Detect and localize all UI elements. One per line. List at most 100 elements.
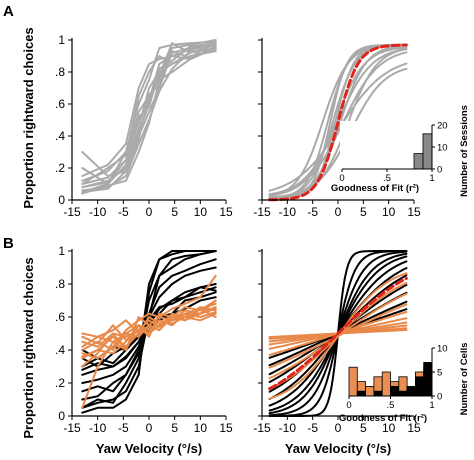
series-lines [268,250,408,417]
y-tick-label: 0 [58,193,65,207]
inset-bar-black [414,376,425,397]
x-tick-label: 0 [146,421,153,435]
inset-x-tick-label: .5 [383,173,391,184]
x-tick-label: -5 [118,421,129,435]
series-line-11 [81,40,217,193]
inset-bar-black [373,390,383,397]
inset-y-label-b: Number of Cells [459,343,470,416]
series-line-5 [268,51,408,196]
plot-a-left: -15 -10 -5 0 5 10 15 0 .2 .4 .6 .8 1 [55,33,233,219]
inset-y-tick-label: 10 [437,344,448,355]
series-line-9 [81,250,217,414]
y-tick-label: .6 [55,97,65,111]
mean-fit-line [268,276,408,391]
series-line-0 [81,47,217,185]
y-tick-label: .8 [55,277,65,291]
y-tick-label: 1 [58,33,65,47]
y-tick-label: .4 [55,129,65,143]
series-line-17 [81,307,217,368]
inset-y-tick-label: 5 [437,368,442,379]
x-tick-label: 15 [219,421,233,435]
inset-bar [422,133,433,170]
y-tick-label: .2 [55,376,65,390]
x-tick-label: 15 [219,205,233,219]
x-tick-label: 0 [146,205,153,219]
series-line-19 [81,299,217,358]
x-tick-label: 5 [360,421,367,435]
inset-bar-black [356,390,366,397]
inset-y-tick-label: 0 [437,392,442,403]
inset-bar-orange [348,366,358,397]
y-tick-label: .4 [55,343,65,357]
series-line-20 [81,306,217,345]
inset-y-label-a: Number of Sessions [459,105,470,197]
series-line-15 [81,274,217,360]
inset-x-tick-label: 1 [429,173,434,184]
x-tick-label: 0 [335,205,342,219]
x-tick-label: -10 [89,421,107,435]
series-lines [268,43,408,202]
inset-bar-black [390,385,400,397]
x-tick-label: -15 [253,205,271,219]
panel-label-b: B [3,235,14,252]
inset-x-tick-label: 1 [429,400,434,411]
plot-b-right: -15 -10 -5 0 5 10 15 [253,249,421,435]
x-tick-label: 10 [382,205,396,219]
x-axis-label-b-left: Yaw Velocity (°/s) [96,441,202,456]
plot-b-left: -15 -10 -5 0 5 10 15 0 .2 .4 .6 .8 1 [55,244,233,435]
series-line-9 [268,62,408,192]
x-tick-label: -5 [307,205,318,219]
inset-bar [413,153,424,170]
inset-y-tick-label: 0 [437,165,442,176]
y-tick-label: .2 [55,161,65,175]
x-tick-label: 10 [194,205,208,219]
series-lines [81,39,217,195]
plot-a-right: -15 -10 -5 0 5 10 15 [253,38,421,219]
mean-fit-line [268,43,408,202]
axes: -15 -10 -5 0 5 10 15 0 .2 .4 .6 .8 1 [55,244,233,435]
x-tick-label: 10 [194,421,208,435]
x-tick-label: 0 [335,421,342,435]
inset-y-tick-label: 10 [437,143,448,154]
inset-x-tick-label: 0 [346,400,351,411]
series-lines [81,250,217,414]
x-tick-label: -15 [63,421,81,435]
x-tick-label: -5 [307,421,318,435]
x-tick-label: 15 [407,205,421,219]
x-tick-label: -10 [279,205,297,219]
inset-x-tick-label: .5 [387,400,395,411]
axes: -15 -10 -5 0 5 10 15 [253,38,421,219]
y-tick-label: 0 [58,409,65,423]
x-tick-label: 5 [171,205,178,219]
x-tick-label: -5 [118,205,129,219]
y-tick-label: 1 [58,244,65,258]
x-axis-label-b-right: Yaw Velocity (°/s) [285,441,391,456]
axes: -15 -10 -5 0 5 10 15 0 .2 .4 .6 .8 1 [55,33,233,219]
x-tick-label: 10 [382,421,396,435]
inset-y-tick-label: 20 [437,121,448,132]
inset-bar-orange [381,371,391,397]
inset-bar-orange [365,385,375,397]
x-tick-label: 15 [407,421,421,435]
y-tick-label: .6 [55,310,65,324]
x-tick-label: 5 [171,421,178,435]
inset-x-label-a: Goodness of Fit (r²) [331,183,419,194]
x-tick-label: -15 [63,205,81,219]
inset-x-tick-label: 0 [339,173,344,184]
inset-bar-black [406,385,416,397]
x-tick-label: 5 [360,205,367,219]
series-line-10 [81,42,217,185]
inset-bar-black [398,390,408,397]
series-line-15 [268,303,408,369]
y-tick-label: .8 [55,65,65,79]
y-axis-label-b: Proportion rightward choices [21,257,36,438]
x-tick-label: -15 [253,421,271,435]
series-line-10 [268,67,408,199]
x-tick-label: -10 [279,421,297,435]
axes: -15 -10 -5 0 5 10 15 [253,249,421,435]
x-tick-label: -10 [89,205,107,219]
series-line-5 [81,296,217,360]
